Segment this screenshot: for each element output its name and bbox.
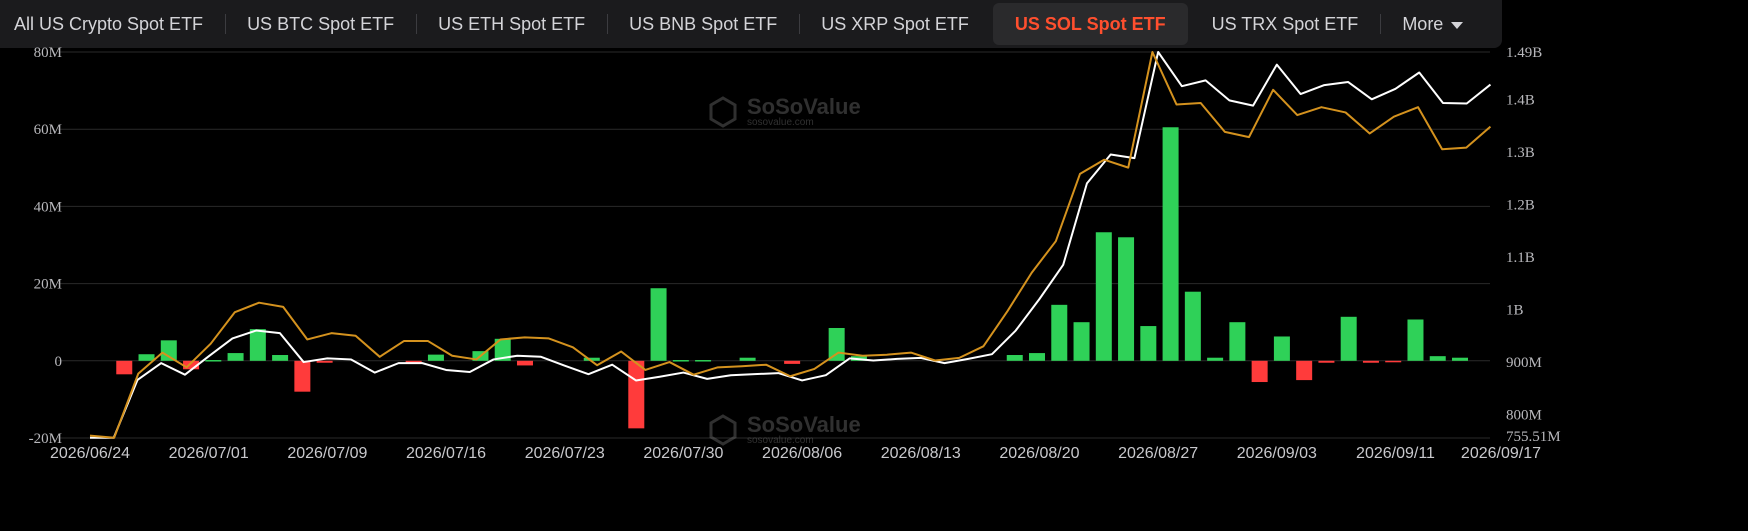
flow-bar[interactable]	[1029, 353, 1046, 361]
flow-bar[interactable]	[583, 357, 600, 361]
x-tick-label: 2026/08/13	[881, 445, 961, 462]
flow-bar[interactable]	[1051, 304, 1068, 361]
flow-bar[interactable]	[427, 354, 444, 361]
x-tick-label: 2026/07/30	[643, 445, 723, 462]
watermark-url: sosovalue.com	[747, 435, 814, 446]
watermark-url: sosovalue.com	[747, 117, 814, 128]
flow-bar[interactable]	[160, 340, 177, 361]
more-label: More	[1402, 13, 1444, 34]
flow-bar[interactable]	[1273, 336, 1290, 361]
right-axis: 800M 900M 1B 1.1B 1.2B 1.3B 1.4B 1.49B 755.51M	[1506, 45, 1561, 445]
flow-bar[interactable]	[828, 327, 845, 361]
flow-bar[interactable]	[205, 360, 222, 362]
flow-bar[interactable]	[1362, 360, 1379, 363]
x-tick-label: 2026/08/20	[999, 445, 1079, 462]
flow-bar[interactable]	[1162, 127, 1179, 361]
flow-bar[interactable]	[1095, 232, 1112, 361]
right-min-label: 755.51M	[1506, 429, 1561, 445]
gold-series-line[interactable]	[89, 51, 1492, 439]
left-axis: -20M 0 20M 40M 60M 80M	[29, 45, 62, 447]
more-dropdown[interactable]: More	[1380, 3, 1485, 45]
left-tick-label: 40M	[34, 199, 62, 215]
flow-bar[interactable]	[1184, 291, 1201, 361]
right-tick-label: 900M	[1506, 355, 1542, 371]
tab-us-trx-spot-etf[interactable]: US TRX Spot ETF	[1211, 13, 1359, 34]
x-tick-label: 2026/09/03	[1237, 445, 1317, 462]
right-tick-label: 1.2B	[1506, 197, 1535, 213]
flow-bar[interactable]	[405, 360, 422, 363]
x-tick-label: 2026/08/06	[762, 445, 842, 462]
tab-us-btc-spot-etf[interactable]: US BTC Spot ETF	[225, 3, 416, 45]
daily-flow-bars[interactable]	[116, 127, 1468, 429]
flow-bar[interactable]	[650, 288, 667, 361]
flow-bar[interactable]	[316, 360, 333, 363]
flow-bar[interactable]	[1073, 322, 1090, 361]
flow-bar[interactable]	[116, 360, 133, 375]
flow-bar[interactable]	[183, 360, 200, 370]
flow-bar[interactable]	[1385, 360, 1402, 363]
tab-bar: All US Crypto Spot ETF US BTC Spot ETF US …	[0, 0, 1502, 48]
flow-bar[interactable]	[494, 338, 511, 361]
right-tick-label: 1.1B	[1506, 250, 1535, 266]
x-axis: 2026/06/24 2026/07/01 2026/07/09 2026/07/16…	[50, 445, 1541, 462]
flow-bar[interactable]	[1452, 357, 1468, 361]
tab-us-xrp-spot-etf[interactable]: US XRP Spot ETF	[799, 3, 991, 45]
tab-us-eth-spot-etf[interactable]: US ETH Spot ETF	[416, 3, 607, 45]
flow-bar[interactable]	[695, 360, 712, 362]
left-tick-label: 0	[55, 354, 63, 370]
flow-bar[interactable]	[1407, 319, 1424, 361]
flow-bar[interactable]	[1429, 356, 1446, 361]
x-tick-label: 2026/06/24	[50, 445, 130, 462]
logo-hex-icon	[709, 96, 737, 128]
right-tick-label: 1B	[1506, 303, 1524, 319]
flow-bar[interactable]	[1118, 237, 1135, 361]
flow-bar[interactable]	[138, 354, 155, 361]
chevron-down-icon	[1451, 21, 1464, 29]
left-tick-label: 80M	[34, 45, 62, 61]
x-tick-label: 2026/08/27	[1118, 445, 1198, 462]
flow-bar[interactable]	[1251, 360, 1268, 383]
right-tick-label: 1.4B	[1506, 92, 1535, 108]
x-tick-label: 2026/07/23	[525, 445, 605, 462]
flow-bar[interactable]	[784, 360, 801, 364]
watermark-brand: SoSoValue	[747, 412, 861, 437]
flow-bar[interactable]	[739, 357, 756, 361]
tab-us-sol-spot-etf[interactable]: US SOL Spot ETF	[992, 3, 1188, 45]
x-tick-label: 2026/07/01	[169, 445, 249, 462]
tab-all-us-crypto-spot-etf[interactable]: All US Crypto Spot ETF	[14, 13, 204, 34]
x-tick-label: 2026/09/11	[1356, 445, 1435, 462]
left-tick-label: -20M	[29, 431, 62, 447]
right-tick-label: 1.49B	[1506, 45, 1542, 61]
flow-bar[interactable]	[272, 355, 289, 361]
flow-bar[interactable]	[1340, 316, 1357, 361]
flow-bar[interactable]	[1207, 357, 1224, 361]
series-lines[interactable]	[89, 51, 1492, 439]
left-tick-label: 60M	[34, 122, 62, 138]
watermark-brand: SoSoValue	[747, 94, 861, 119]
flow-bar[interactable]	[249, 329, 266, 361]
watermarks: SoSoValuesosovalue.comSoSoValuesosovalue…	[709, 94, 861, 446]
flow-bar[interactable]	[1229, 322, 1246, 361]
flow-bar[interactable]	[516, 360, 533, 366]
tab-us-bnb-spot-etf[interactable]: US BNB Spot ETF	[607, 3, 799, 45]
flow-bar[interactable]	[1140, 326, 1157, 361]
flow-bar[interactable]	[1296, 360, 1313, 381]
flow-bar[interactable]	[227, 353, 244, 361]
flow-bar[interactable]	[294, 360, 311, 392]
flow-bar[interactable]	[1318, 360, 1335, 363]
right-tick-label: 800M	[1506, 408, 1542, 424]
grid-lines	[58, 51, 1490, 439]
x-tick-label: 2026/07/09	[287, 445, 367, 462]
flow-bar[interactable]	[672, 360, 689, 362]
left-tick-label: 20M	[34, 277, 62, 293]
right-tick-label: 1.3B	[1506, 145, 1535, 161]
x-tick-label: 2026/09/17	[1461, 445, 1541, 462]
x-tick-label: 2026/07/16	[406, 445, 486, 462]
logo-hex-icon	[709, 414, 737, 446]
flow-bar[interactable]	[1006, 355, 1023, 361]
flow-bar[interactable]	[628, 360, 645, 429]
